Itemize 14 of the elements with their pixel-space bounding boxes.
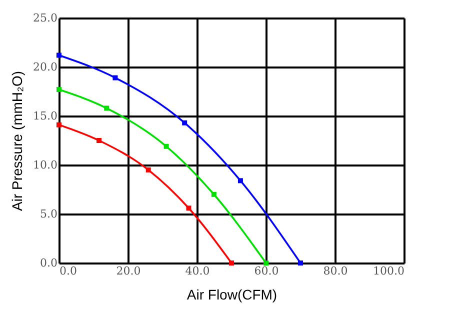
y-axis-title: Air Pressure (mmH₂O): [9, 71, 26, 211]
x-tick-label: 40.0: [185, 264, 210, 278]
x-tick-label: 80.0: [323, 264, 348, 278]
y-tick-label: 5.0: [40, 208, 58, 220]
x-tick-label: 20.0: [116, 264, 141, 278]
x-axis-title: Air Flow(CFM): [186, 286, 278, 302]
x-tick-label: 100.0: [373, 264, 404, 278]
y-tick-label: 15.0: [33, 110, 58, 122]
x-tick-label: 60.0: [254, 264, 279, 278]
y-tick-label: 0.0: [40, 256, 58, 270]
y-tick-label: 25.0: [33, 12, 58, 24]
x-tick-label: 0.0: [60, 264, 77, 278]
y-tick-label: 20.0: [33, 60, 58, 74]
y-tick-label: 10.0: [33, 158, 58, 172]
